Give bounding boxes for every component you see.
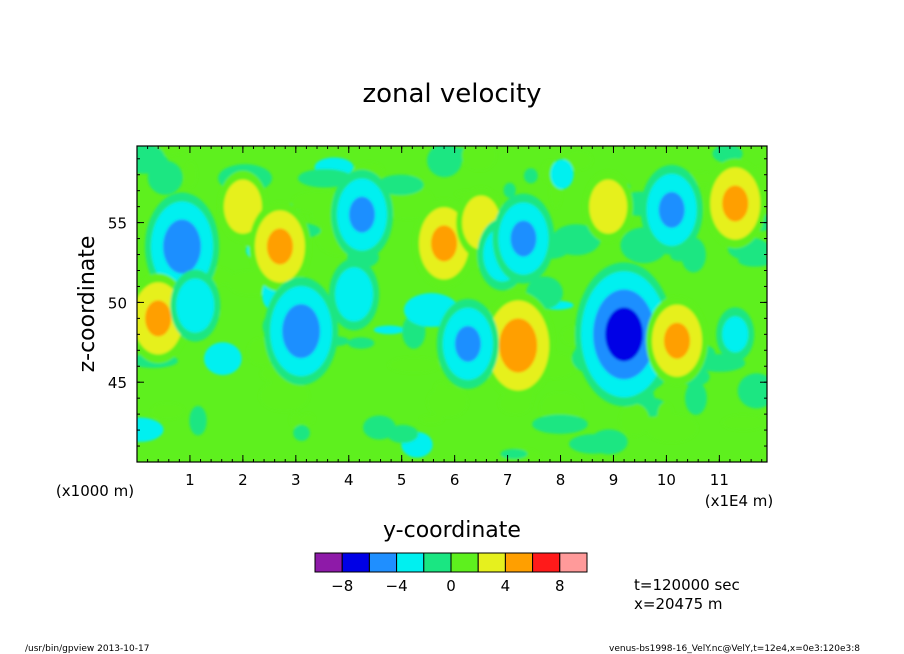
feature-contour (145, 300, 172, 337)
field-patch (377, 174, 424, 196)
y-axis-ticks: 45 50 55 (108, 158, 767, 463)
field-patch (184, 161, 198, 188)
field-patch (204, 342, 242, 376)
field-patch (590, 429, 628, 455)
feature-contour (349, 196, 375, 233)
feature-contour (431, 225, 458, 262)
footer-left: /usr/bin/gpview 2013-10-17 (25, 644, 149, 654)
colorbar-tick-label: 8 (555, 577, 565, 595)
field-patch (419, 414, 444, 425)
feature-contour (266, 228, 293, 265)
field-patch (189, 405, 207, 436)
field-patch (301, 413, 315, 425)
colorbar-swatch (477, 552, 506, 573)
field-patch (721, 414, 765, 431)
field-patch (685, 381, 707, 415)
feature-contour (169, 228, 195, 265)
colorbar-swatch (532, 552, 561, 573)
colorbar-swatch (423, 552, 452, 573)
field-patch (388, 356, 441, 374)
x-tick-label: 7 (503, 471, 513, 489)
field-patch (150, 402, 185, 420)
position-label: x=20475 m (634, 595, 723, 613)
x-tick-label: 9 (609, 471, 619, 489)
footer-right: venus-bs1998-16_VelY.nc@VelY,t=12e4,x=0e… (609, 644, 860, 654)
feature-contour (595, 188, 622, 225)
x-tick-label: 4 (344, 471, 354, 489)
field-patch (550, 159, 574, 190)
time-label: t=120000 sec (634, 576, 740, 594)
colorbar-tick-label: 4 (501, 577, 511, 595)
field-patch (297, 168, 353, 188)
field-patch (737, 373, 767, 409)
colorbar-swatch (559, 552, 588, 573)
feature-contour (611, 316, 638, 353)
feature-contour (658, 191, 685, 228)
x-tick-label: 10 (657, 471, 676, 489)
field-patch (373, 325, 405, 335)
y-tick-label: 45 (108, 374, 127, 392)
feature-contour (664, 322, 690, 359)
field-patch (259, 380, 310, 412)
feature-contour (341, 276, 368, 313)
feature-contour (722, 185, 749, 222)
y-axis-label: z-coordinate (75, 236, 100, 373)
field-patch (387, 424, 419, 444)
field-patch (619, 403, 650, 437)
field-patch (574, 241, 588, 254)
field-patch (289, 411, 302, 429)
field-patch (347, 337, 375, 349)
colorbar-swatch (314, 552, 343, 573)
feature-contour (229, 188, 256, 225)
field-patch (427, 146, 462, 178)
field-patch (532, 414, 588, 434)
y-tick-label: 50 (108, 294, 127, 312)
y-unit-note: (x1000 m) (56, 482, 134, 500)
field-patch (500, 448, 528, 459)
x-tick-label: 1 (185, 471, 195, 489)
field-patch (293, 424, 310, 441)
colorbar-swatch (368, 552, 398, 573)
field-patch (523, 168, 538, 184)
field-patch (738, 254, 767, 267)
colorbar-swatch (396, 552, 425, 573)
field-patch (644, 413, 699, 443)
plot-frame (136, 145, 768, 463)
colorbar-swatch (341, 552, 370, 573)
feature-contour (182, 287, 209, 324)
feature-contour (288, 313, 315, 350)
field-patch (426, 385, 469, 418)
x-tick-label: 5 (397, 471, 407, 489)
x-tick-label: 3 (291, 471, 301, 489)
field-patch (137, 146, 166, 174)
colorbar-tick-label: −4 (386, 577, 408, 595)
colorbar-swatch (450, 552, 479, 573)
feature-contour (454, 325, 481, 362)
x-axis-ticks: 1 2 3 4 5 6 7 8 9 10 11 (136, 146, 763, 489)
colorbar-tick-label: −8 (331, 577, 353, 595)
x-unit-note: (x1E4 m) (705, 492, 774, 510)
feature-contour (510, 220, 537, 257)
plot-area (137, 146, 767, 462)
field-patch (433, 381, 447, 397)
chart-title: zonal velocity (362, 79, 541, 109)
x-tick-label: 6 (450, 471, 460, 489)
feature-contour (505, 327, 532, 364)
field-patch (503, 182, 516, 198)
x-axis-label: y-coordinate (383, 518, 521, 543)
y-tick-label: 55 (108, 215, 127, 233)
x-tick-label: 11 (710, 471, 729, 489)
colorbar-tick-label: 0 (446, 577, 456, 595)
colorbar: −8 −4 0 4 8 (314, 552, 588, 595)
field-patch (137, 417, 164, 442)
x-tick-label: 2 (238, 471, 248, 489)
x-tick-label: 8 (556, 471, 566, 489)
field-patch (461, 146, 497, 172)
feature-contour (722, 316, 749, 353)
colorbar-swatch (504, 552, 534, 573)
contour-field (137, 146, 767, 462)
